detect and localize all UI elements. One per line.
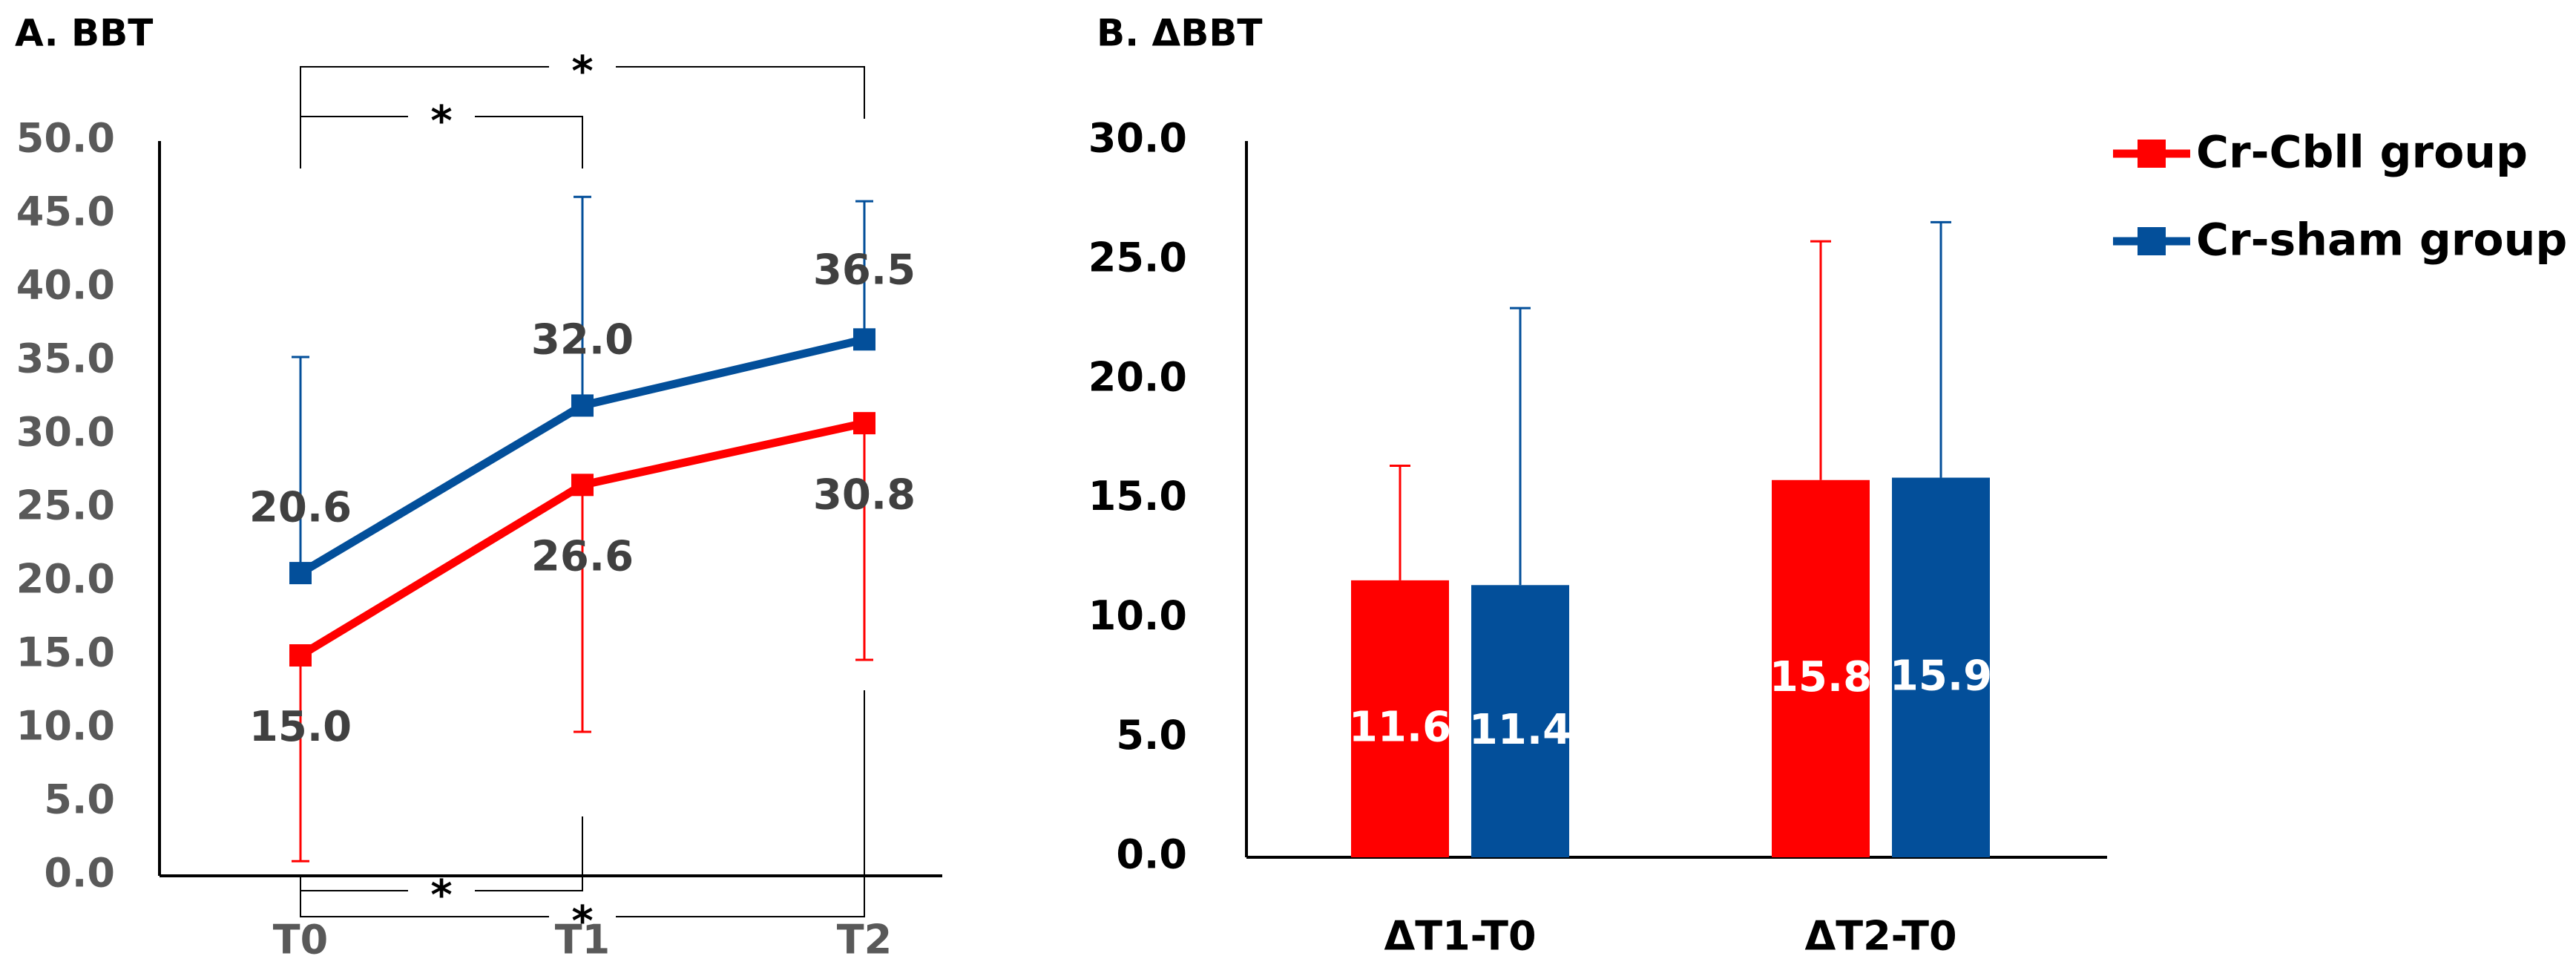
bar-value-label: 11.4 <box>1469 706 1571 754</box>
bar-value-label: 11.6 <box>1349 704 1451 752</box>
significance-bracket <box>616 66 865 119</box>
panel-b-title: B. ΔBBT <box>1097 12 1263 55</box>
y-tick-label: 15.0 <box>16 629 115 676</box>
y-tick-label: 0.0 <box>44 850 115 897</box>
significance-bracket <box>616 690 865 917</box>
data-label: 36.5 <box>813 246 916 294</box>
data-point-marker <box>853 328 875 351</box>
y-tick-label: 25.0 <box>16 482 115 529</box>
data-label: 32.0 <box>531 316 634 364</box>
data-point-marker <box>289 644 312 667</box>
legend-label: Cr-sham group <box>2196 215 2567 266</box>
y-tick-label: 30.0 <box>16 409 115 456</box>
significance-star: * <box>571 48 593 96</box>
data-point-marker <box>571 394 594 417</box>
x-tick-label: T1 <box>555 917 610 963</box>
data-point-marker <box>571 474 594 497</box>
data-point-marker <box>289 562 312 585</box>
y-tick-label: 20.0 <box>1088 353 1187 400</box>
y-tick-label: 20.0 <box>16 556 115 603</box>
y-tick-label: 45.0 <box>16 189 115 235</box>
y-tick-label: 15.0 <box>1088 473 1187 520</box>
y-tick-label: 10.0 <box>16 703 115 750</box>
data-label: 20.6 <box>249 483 352 531</box>
bar-value-label: 15.9 <box>1890 652 1992 700</box>
significance-bracket <box>475 816 583 891</box>
significance-star: * <box>430 871 452 920</box>
x-tick-label: ΔT2-T0 <box>1804 913 1956 960</box>
bar-cr-sham <box>1892 477 1990 857</box>
significance-bracket <box>300 876 408 891</box>
legend-marker <box>2138 227 2166 255</box>
data-label: 15.0 <box>249 703 352 751</box>
y-tick-label: 5.0 <box>1116 712 1187 759</box>
y-tick-label: 0.0 <box>1116 831 1187 878</box>
significance-star: * <box>571 897 593 946</box>
legend-label: Cr-Cbll group <box>2196 127 2528 179</box>
bar-cr-sham <box>1471 585 1569 857</box>
y-tick-label: 30.0 <box>1088 115 1187 162</box>
y-tick-label: 50.0 <box>16 115 115 162</box>
panel-a-title: A. BBT <box>15 12 153 55</box>
y-tick-label: 35.0 <box>16 335 115 382</box>
legend-marker <box>2138 140 2166 168</box>
bar-cr-cbll <box>1772 479 1870 857</box>
data-label: 26.6 <box>531 532 634 580</box>
x-tick-label: T2 <box>837 917 892 963</box>
bar-value-label: 15.8 <box>1770 653 1872 701</box>
x-tick-label: T0 <box>273 917 328 963</box>
x-tick-label: ΔT1-T0 <box>1384 913 1536 960</box>
y-tick-label: 40.0 <box>16 262 115 309</box>
y-tick-label: 25.0 <box>1088 234 1187 281</box>
data-label: 30.8 <box>813 471 916 519</box>
significance-star: * <box>430 97 452 145</box>
significance-bracket <box>300 116 408 168</box>
data-point-marker <box>853 412 875 435</box>
y-tick-label: 5.0 <box>44 776 115 823</box>
bar-cr-cbll <box>1351 580 1449 857</box>
significance-bracket <box>300 876 549 917</box>
significance-bracket <box>475 116 583 168</box>
significance-bracket <box>300 66 549 119</box>
y-tick-label: 10.0 <box>1088 592 1187 639</box>
